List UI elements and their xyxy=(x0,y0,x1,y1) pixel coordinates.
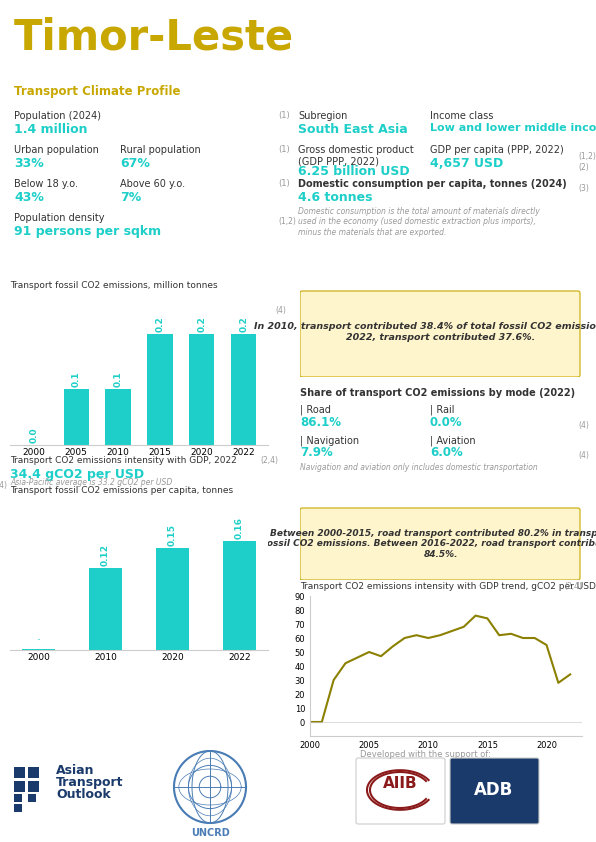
Text: 7%: 7% xyxy=(120,191,141,204)
Text: Urban population: Urban population xyxy=(14,145,99,155)
Text: Transport CO2 emissions intensity with GDP trend, gCO2 per USD: Transport CO2 emissions intensity with G… xyxy=(300,582,596,591)
FancyBboxPatch shape xyxy=(450,758,539,824)
Text: (4): (4) xyxy=(578,451,589,460)
FancyBboxPatch shape xyxy=(356,758,445,824)
Bar xyxy=(223,541,256,650)
Text: ADB: ADB xyxy=(474,781,514,799)
Bar xyxy=(156,548,190,650)
Text: (2,4): (2,4) xyxy=(564,582,582,591)
Bar xyxy=(28,767,39,778)
Text: | Rail: | Rail xyxy=(430,405,455,415)
Text: 0.12: 0.12 xyxy=(101,544,110,566)
Text: (1,2): (1,2) xyxy=(578,152,596,161)
Text: (1,4): (1,4) xyxy=(0,481,7,490)
Text: In 2010, transport contributed 38.4% of total fossil CO2 emissions. By
2022, tra: In 2010, transport contributed 38.4% of … xyxy=(254,322,596,342)
Text: 6.25 billion USD: 6.25 billion USD xyxy=(298,165,409,178)
Text: Share of transport CO2 emissions by mode (2022): Share of transport CO2 emissions by mode… xyxy=(300,388,575,398)
Text: (2,4): (2,4) xyxy=(260,456,278,465)
Bar xyxy=(14,804,22,812)
Text: 0.2: 0.2 xyxy=(156,316,164,332)
Text: Asian: Asian xyxy=(56,764,95,777)
Text: Below 18 y.o.: Below 18 y.o. xyxy=(14,179,78,189)
Text: AIIB: AIIB xyxy=(383,776,417,791)
Text: 0.15: 0.15 xyxy=(168,524,177,546)
Text: (4): (4) xyxy=(578,421,589,430)
Text: | Aviation: | Aviation xyxy=(430,435,476,445)
Text: Navigation and aviation only includes domestic transportation: Navigation and aviation only includes do… xyxy=(300,463,538,472)
Text: Transport fossil CO2 emissions, million tonnes: Transport fossil CO2 emissions, million … xyxy=(10,281,218,290)
Text: 33%: 33% xyxy=(14,157,44,170)
Bar xyxy=(231,334,256,445)
Text: 34.4 gCO2 per USD: 34.4 gCO2 per USD xyxy=(10,468,144,481)
Text: Asia-Pacific average is 33.2 gCO2 per USD: Asia-Pacific average is 33.2 gCO2 per US… xyxy=(10,478,172,487)
Text: Domestic consumption per capita, tonnes (2024): Domestic consumption per capita, tonnes … xyxy=(298,179,567,189)
Text: Transport: Transport xyxy=(56,776,123,789)
FancyBboxPatch shape xyxy=(300,508,580,580)
Bar xyxy=(190,334,215,445)
Text: 0.1: 0.1 xyxy=(72,371,80,387)
Text: Above 60 y.o.: Above 60 y.o. xyxy=(120,179,185,189)
Text: 6.0%: 6.0% xyxy=(430,446,462,459)
Text: 86.1%: 86.1% xyxy=(300,416,341,429)
Text: Domestic consumption is the total amount of materials directly
used in the econo: Domestic consumption is the total amount… xyxy=(298,207,540,237)
Bar xyxy=(14,781,25,792)
Text: Transport CO2 emissions intensity with GDP, 2022: Transport CO2 emissions intensity with G… xyxy=(10,456,237,465)
Bar xyxy=(105,390,131,445)
Text: 0.1: 0.1 xyxy=(114,371,123,387)
Bar xyxy=(28,794,36,802)
Bar xyxy=(28,781,39,792)
Text: 0.0: 0.0 xyxy=(30,427,39,443)
Text: Subregion: Subregion xyxy=(298,111,347,121)
Bar xyxy=(147,334,172,445)
Bar xyxy=(64,390,89,445)
Text: 1.4 million: 1.4 million xyxy=(14,123,88,136)
FancyBboxPatch shape xyxy=(300,291,580,377)
Text: 91 persons per sqkm: 91 persons per sqkm xyxy=(14,225,161,238)
Text: (3): (3) xyxy=(578,184,589,193)
Text: 4.6 tonnes: 4.6 tonnes xyxy=(298,191,372,204)
Text: 7.9%: 7.9% xyxy=(300,446,333,459)
Text: 67%: 67% xyxy=(120,157,150,170)
Text: Transport and Climate Change: Transport and Climate Change xyxy=(14,267,252,281)
Text: Outlook: Outlook xyxy=(56,788,111,801)
Text: (1,2): (1,2) xyxy=(278,217,296,226)
Text: South East Asia: South East Asia xyxy=(298,123,408,136)
Text: Gross domestic product
(GDP PPP, 2022): Gross domestic product (GDP PPP, 2022) xyxy=(298,145,414,167)
Text: Population (2024): Population (2024) xyxy=(14,111,101,121)
Text: 43%: 43% xyxy=(14,191,44,204)
Text: ·: · xyxy=(36,634,41,647)
Text: | Navigation: | Navigation xyxy=(300,435,359,445)
Bar xyxy=(14,794,22,802)
Text: | Road: | Road xyxy=(300,405,331,415)
Text: (4): (4) xyxy=(276,306,287,315)
Text: 0.2: 0.2 xyxy=(197,316,206,332)
Text: Timor-Leste: Timor-Leste xyxy=(14,16,294,58)
Text: (1): (1) xyxy=(278,145,290,154)
Text: Transport Climate Profile: Transport Climate Profile xyxy=(14,84,181,98)
Text: (1): (1) xyxy=(278,179,290,188)
Text: 0.0%: 0.0% xyxy=(430,416,462,429)
Text: 0.16: 0.16 xyxy=(235,517,244,539)
Bar xyxy=(14,767,25,778)
Text: Rural population: Rural population xyxy=(120,145,201,155)
Text: Transport fossil CO2 emissions per capita, tonnes: Transport fossil CO2 emissions per capit… xyxy=(10,486,233,495)
Text: Low and lower middle income: Low and lower middle income xyxy=(430,123,596,133)
Text: (1): (1) xyxy=(278,111,290,120)
Text: 4,657 USD: 4,657 USD xyxy=(430,157,503,170)
Text: 0.2: 0.2 xyxy=(239,316,248,332)
Text: (2): (2) xyxy=(578,163,589,172)
Text: GDP per capita (PPP, 2022): GDP per capita (PPP, 2022) xyxy=(430,145,564,155)
Text: Income class: Income class xyxy=(430,111,493,121)
Text: Developed with the support of:: Developed with the support of: xyxy=(360,750,491,759)
Text: UNCRD: UNCRD xyxy=(191,828,229,838)
Text: Population density: Population density xyxy=(14,213,104,223)
Bar xyxy=(89,568,122,650)
Text: Between 2000-2015, road transport contributed 80.2% in transport
fossil CO2 emis: Between 2000-2015, road transport contri… xyxy=(263,529,596,559)
